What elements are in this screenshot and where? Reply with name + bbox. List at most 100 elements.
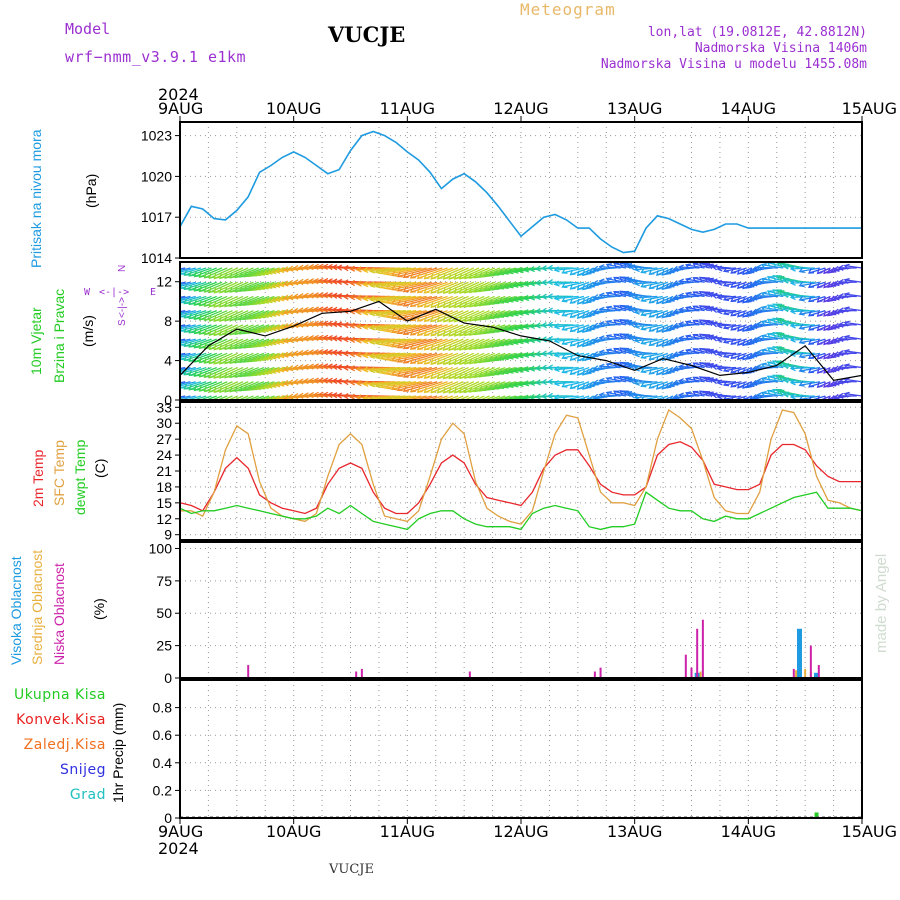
wind-arrow <box>613 276 632 283</box>
wind-arrow <box>630 379 653 383</box>
wind-arrow-head <box>448 316 455 323</box>
wind-arrow <box>740 395 753 400</box>
wind-arrow-head <box>668 367 675 373</box>
wind-arrow <box>464 267 490 280</box>
wind-arrow-head <box>229 287 236 293</box>
temp-frame <box>179 401 863 541</box>
wind-arrow-head <box>180 269 185 275</box>
wind-arrow-head <box>409 315 416 322</box>
wind-arrow <box>712 394 731 397</box>
wind-arrow-head <box>326 377 333 384</box>
wind-arrow-head <box>224 344 231 351</box>
wind-arrow <box>649 310 669 318</box>
wind-arrow-head <box>497 354 505 361</box>
wind-arrow-head <box>605 391 612 397</box>
wind-arrow-head <box>755 321 762 328</box>
wind-arrow-head <box>789 365 796 372</box>
wind-arrow-head <box>488 327 495 334</box>
wind-arrow-head <box>598 278 605 285</box>
wind-arrow <box>370 352 406 358</box>
wind-arrow-head <box>188 370 195 377</box>
wind-arrow-head <box>633 365 640 372</box>
wind-arrow <box>180 366 186 370</box>
wind-arrow <box>570 366 590 375</box>
wind-arrow <box>810 395 826 400</box>
wind-arrow <box>381 324 417 331</box>
wind-arrow-head <box>502 382 509 389</box>
wind-arrow <box>649 267 669 275</box>
wind-arrow-head <box>326 263 333 271</box>
wind-arrow-head <box>512 338 519 345</box>
wind-arrow <box>180 296 181 298</box>
wind-arrow-head <box>234 343 241 350</box>
wind-arrow-head <box>331 264 338 271</box>
wind-arrow <box>381 267 417 274</box>
wind-arrow <box>613 319 632 326</box>
wind-arrow-head <box>748 381 755 387</box>
wind-arrow-head <box>239 300 246 307</box>
wind-arrow-head <box>262 340 269 347</box>
wind-arrow <box>437 338 464 351</box>
wind-arrow-head <box>766 347 773 353</box>
wind-arrow-head <box>730 367 737 374</box>
wind-arrow-head <box>478 314 485 321</box>
wind-arrow-head <box>322 277 329 285</box>
wind-arrow-head <box>613 319 620 325</box>
wind-arrow-head <box>278 380 285 387</box>
wind-arrow-head <box>274 324 281 331</box>
wind-arrow-head <box>569 312 576 319</box>
wind-arrow <box>479 366 506 378</box>
wind-arrow <box>634 310 658 313</box>
wind-arrow-head <box>292 321 299 329</box>
wind-arrow-head <box>287 350 294 358</box>
wind-arrow <box>599 266 621 269</box>
wind-arrow <box>469 352 496 365</box>
wind-arrow <box>375 267 411 273</box>
wind-arrow-head <box>808 396 812 400</box>
wind-arrow-head <box>782 306 790 313</box>
wind-arrow <box>562 310 585 317</box>
wind-arrow-head <box>504 397 508 400</box>
wind-arrow <box>235 352 259 364</box>
wind-arrow <box>194 366 217 377</box>
wind-arrow-head <box>336 392 343 399</box>
wind-arrow-head <box>808 282 815 288</box>
wind-arrow-head <box>448 302 455 309</box>
wind-arrow-head <box>837 364 844 371</box>
wind-arrow-head <box>317 391 324 398</box>
wind-arrow-head <box>528 393 535 400</box>
wind-arrow-head <box>430 344 437 351</box>
wind-arrow-head <box>218 287 225 294</box>
wind-arrow-head <box>203 315 210 322</box>
wind-arrow-head <box>183 384 190 390</box>
wind-arrow-head <box>380 382 387 389</box>
wind-arrow <box>641 324 663 330</box>
wind-arrow <box>761 278 784 283</box>
wind-arrow-head <box>297 392 304 399</box>
wind-arrow-head <box>331 377 338 385</box>
wind-arrow-head <box>287 279 294 287</box>
wind-arrow-head <box>748 267 755 274</box>
cloud-high-bar <box>796 628 802 678</box>
wind-arrow-head <box>830 352 837 358</box>
wind-arrow <box>570 281 590 290</box>
wind-arrow-head <box>816 353 823 360</box>
wind-arrow <box>363 310 401 314</box>
wind-arrow-head <box>390 384 398 391</box>
wind-arrow <box>459 295 485 308</box>
wind-arrow <box>756 295 779 298</box>
wind-arrow <box>199 281 223 292</box>
wind-arrow-head <box>547 264 553 272</box>
wind-arrow-head <box>625 291 633 298</box>
wind-arrow <box>370 338 406 344</box>
wind-arrow-head <box>588 310 595 317</box>
wind-arrow <box>641 310 663 316</box>
wind-arrow <box>386 295 422 304</box>
wind-arrow <box>474 310 501 321</box>
wind-arrow-head <box>817 396 823 400</box>
wind-arrow <box>180 352 196 359</box>
cloud-low-bar <box>360 668 363 678</box>
wind-arrow-head <box>698 262 705 269</box>
